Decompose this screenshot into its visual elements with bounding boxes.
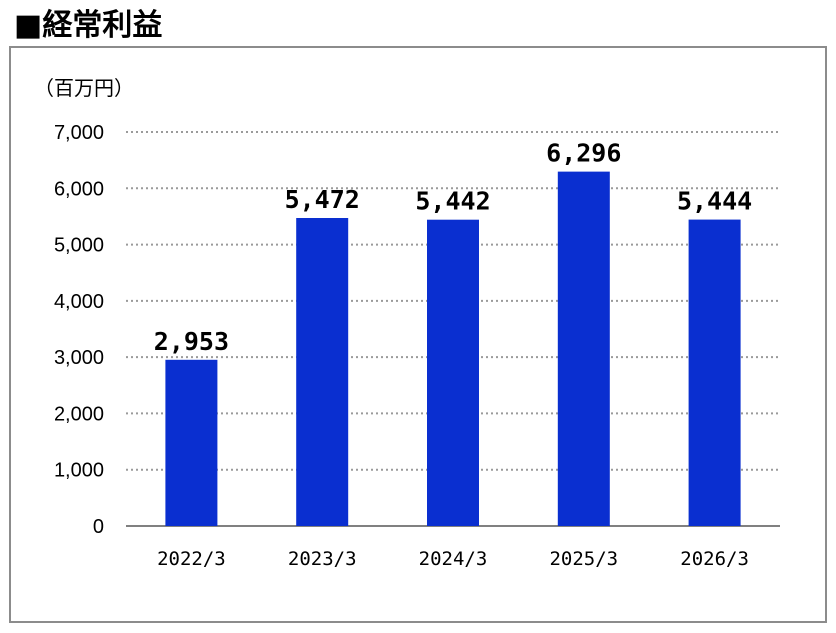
bar-2024-3 — [427, 219, 479, 526]
x-tick-label: 2022/3 — [157, 548, 226, 570]
data-label: 6,296 — [546, 139, 621, 168]
x-tick-label: 2024/3 — [419, 548, 488, 570]
data-labels: 2,953 5,472 5,442 6,296 5,444 — [154, 139, 752, 356]
y-tick-label: 0 — [93, 516, 104, 538]
y-tick-label: 3,000 — [54, 347, 104, 369]
y-axis-ticks: 0 1,000 2,000 3,000 4,000 5,000 6,000 7,000 — [54, 122, 104, 538]
y-tick-label: 7,000 — [54, 122, 104, 144]
y-tick-label: 6,000 — [54, 178, 104, 200]
x-tick-label: 2025/3 — [549, 548, 618, 570]
bar-2026-3 — [688, 219, 741, 526]
bar-2023-3 — [296, 218, 349, 526]
y-axis-unit-label: （百万円） — [34, 76, 134, 100]
data-label: 5,444 — [677, 187, 752, 216]
x-axis-ticks: 2022/3 2023/3 2024/3 2025/3 2026/3 — [157, 548, 749, 570]
y-tick-label: 5,000 — [54, 235, 104, 257]
y-tick-label: 1,000 — [54, 460, 104, 482]
data-label: 5,442 — [415, 187, 490, 216]
y-tick-label: 4,000 — [54, 291, 104, 313]
x-tick-label: 2023/3 — [288, 548, 357, 570]
y-tick-label: 2,000 — [54, 403, 104, 425]
bar-2022-3 — [165, 359, 218, 526]
data-label: 5,472 — [285, 185, 360, 214]
data-label: 2,953 — [154, 327, 229, 356]
x-tick-label: 2026/3 — [680, 548, 749, 570]
bar-2025-3 — [557, 171, 610, 527]
page-title: ■経常利益 — [14, 8, 163, 43]
bars — [165, 171, 741, 527]
